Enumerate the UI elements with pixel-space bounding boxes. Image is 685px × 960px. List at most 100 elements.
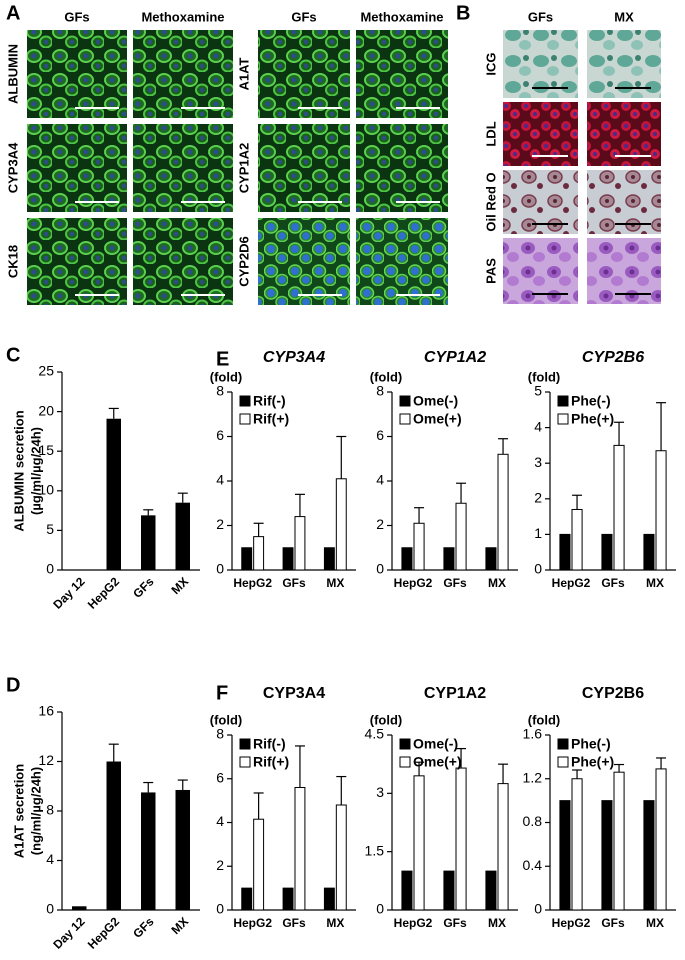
y-tick-label: 4 [46,851,54,867]
row-label: CYP2D6 [236,236,251,287]
error-bar [253,522,264,537]
legend-label: Phe(+) [571,411,614,427]
x-tick-label: MX [326,916,344,930]
bar [613,771,625,911]
bar [655,450,667,571]
error-bar [456,482,467,504]
error-bar [498,438,509,455]
x-tick-label: HepG2 [233,916,272,930]
bar [601,533,613,571]
bar [559,800,571,911]
y-tick-label: 1.6 [523,726,543,742]
y-tick-label: 0 [46,901,54,917]
micrograph [356,30,448,118]
error-bar [294,745,305,788]
y-tick-label: 3 [534,454,542,470]
legend-swatch [399,395,411,407]
bar [294,787,306,911]
micrograph [258,30,350,118]
micrograph [27,124,127,212]
y-axis-label: A1AT secretion [11,764,26,858]
y-tick-label: 12 [38,752,54,768]
panel-label: D [6,674,20,696]
y-tick-label: 0 [376,561,384,577]
bar [613,444,625,571]
legend-label: Rif(-) [253,393,286,409]
y-tick-label: 4 [376,472,384,488]
y-tick-label: 4 [534,418,542,434]
row-label: LDL [483,121,498,146]
legend-swatch [239,756,251,768]
bar [323,547,335,571]
y-tick-label: 2 [534,490,542,506]
error-bar [614,763,625,773]
legend-label: Phe(-) [571,736,611,752]
x-tick-label: HepG2 [394,576,433,590]
bar [485,547,497,571]
bar [253,536,265,571]
row-label: CYP3A4 [5,142,20,193]
y-tick-label: 1 [534,525,542,541]
bar [335,804,347,911]
error-bar [294,493,305,517]
bar [443,547,455,571]
y-tick-label: 0 [216,561,224,577]
row-label: CYP1A2 [236,143,251,194]
legend-label: Ome(-) [413,393,458,409]
legend-label: Ome(-) [413,736,458,752]
error-bar [572,494,583,510]
x-tick-label: GFs [443,576,467,590]
y-tick-label: 8 [376,383,384,399]
chart-title: CYP2B6 [582,685,644,702]
bar [559,533,571,571]
y-tick-label: 6 [216,427,224,443]
row-label: ICG [483,52,498,75]
x-tick-label: GFs [601,576,625,590]
error-bar [253,792,264,820]
legend-swatch [557,756,569,768]
error-bar [143,509,154,516]
panel-label: C [6,344,20,366]
y-tick-label: 1.2 [523,769,543,785]
row-label: ALBUMIN [5,44,20,104]
bar [401,547,413,571]
y-tick-label: 5 [534,383,542,399]
y-tick-label: 6 [216,769,224,785]
x-tick-label: HepG2 [233,576,272,590]
bar [282,887,294,911]
y-tick-label: 25 [38,363,54,379]
legend-swatch [399,756,411,768]
y-tick-label: 4 [216,813,224,829]
error-bar [336,775,347,805]
error-bar [656,757,667,769]
error-bar [336,435,347,479]
bar [175,502,190,570]
y-tick-label: 5 [46,521,54,537]
chart-title: CYP1A2 [424,685,486,702]
y-tick-label: 8 [216,383,224,399]
x-tick-label: MX [326,576,344,590]
bar [106,761,121,910]
error-bar [414,761,425,776]
micrograph [258,124,350,212]
micrograph [356,218,448,305]
legend-swatch [557,738,569,750]
panel-label: E [216,348,229,370]
bar [643,533,655,571]
legend-label: Rif(+) [253,754,289,770]
y-tick-label: 4 [216,472,224,488]
bar [294,516,306,571]
row-label: CK18 [5,245,20,278]
x-tick-label: GFs [601,916,625,930]
micrograph [133,218,233,305]
y-tick-label: 0 [216,901,224,917]
micrograph [27,218,127,305]
bar [413,522,425,571]
y-tick-label: 0 [46,561,54,577]
bar [282,547,294,571]
y-tick-label: 0 [534,901,542,917]
bar [455,767,467,911]
unit-label: (fold) [528,369,560,384]
column-header: MX [614,9,634,24]
